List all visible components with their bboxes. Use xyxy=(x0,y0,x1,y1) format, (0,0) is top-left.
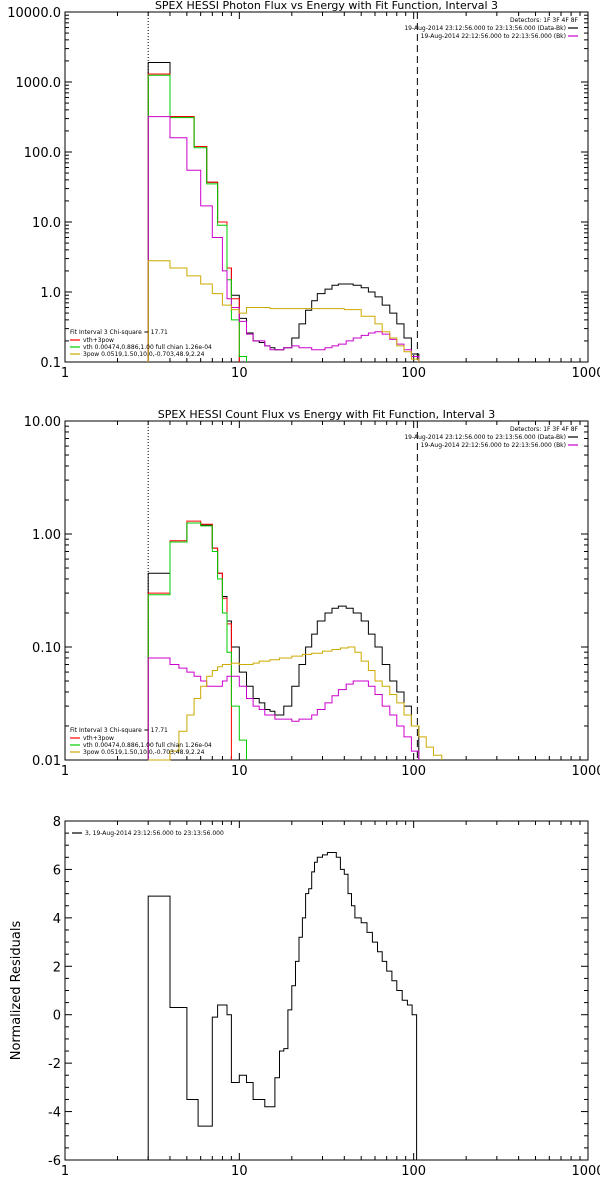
series-line-1 xyxy=(147,520,232,760)
series-line-3 xyxy=(147,116,420,362)
x-tick-label: 10 xyxy=(231,366,248,381)
y-tick-label: 0.1 xyxy=(40,356,61,371)
series-line-4 xyxy=(147,260,420,362)
fit-legend-entry-label: vth+3pow xyxy=(83,337,114,344)
chart-title: SPEX HESSI Photon Flux vs Energy with Fi… xyxy=(155,0,498,12)
x-tick-label: 1 xyxy=(61,764,69,779)
series-line-0 xyxy=(147,62,420,362)
y-tick-label: -6 xyxy=(48,1154,61,1169)
y-tick-label: 1.0 xyxy=(40,286,61,301)
series-line-2 xyxy=(147,522,247,760)
legend-entry-label: 19-Aug-2014 22:12:56.000 to 22:13:56.000… xyxy=(421,33,566,40)
y-tick-label: -4 xyxy=(48,1106,61,1121)
y-axis-label: Normalized Residuals xyxy=(9,921,24,1061)
y-tick-label: 0.01 xyxy=(32,754,61,769)
y-tick-label: 0.10 xyxy=(32,641,61,656)
y-tick-label: 1000.0 xyxy=(16,76,62,91)
y-tick-label: 4 xyxy=(53,912,61,927)
axes-frame xyxy=(64,820,589,1161)
y-tick-label: 2 xyxy=(53,960,61,975)
count-flux-panel: SPEX HESSI Count Flux vs Energy with Fit… xyxy=(24,408,600,779)
x-tick-label: 100 xyxy=(401,366,426,381)
legend-entry-label: 19-Aug-2014 23:12:56.000 to 23:13:56.000… xyxy=(404,25,566,32)
y-tick-label: 10.0 xyxy=(32,216,61,231)
x-tick-label: 1 xyxy=(61,366,69,381)
photon-flux-panel: SPEX HESSI Photon Flux vs Energy with Fi… xyxy=(7,0,600,381)
fit-legend-entry-label: vth 0.00474,0.886,1.00 full chian 1.26e-… xyxy=(83,742,212,749)
axes-frame xyxy=(64,11,589,363)
fit-legend-header: Fit Interval 3 Chi-square = 17.71 xyxy=(70,329,168,336)
legend-entry-label: 19-Aug-2014 22:12:56.000 to 22:13:56.000… xyxy=(421,442,566,449)
x-tick-label: 100 xyxy=(401,764,426,779)
legend-entry-label: 19-Aug-2014 23:12:56.000 to 23:13:56.000… xyxy=(404,434,566,441)
residuals-panel: 1 10 100 1000 -6 -4 -2 0 2 4 6 8 Normalized Residual… xyxy=(9,815,600,1179)
series-line-1 xyxy=(147,73,240,362)
y-tick-label: 100.0 xyxy=(24,146,61,161)
legend-header: Detectors: 1F 3F 4F 8F xyxy=(510,17,579,24)
chart-title: SPEX HESSI Count Flux vs Energy with Fit… xyxy=(158,408,495,421)
x-tick-label: 1 xyxy=(61,1164,69,1179)
series-line-4 xyxy=(148,646,443,761)
x-tick-label: 100 xyxy=(401,1164,426,1179)
y-tick-label: 10000.0 xyxy=(7,6,61,21)
fit-legend-entry-label: vth 0.00474,0.886,1.00 full chian 1.26e-… xyxy=(83,344,212,351)
x-tick-label: 1000 xyxy=(571,1164,600,1179)
series-line-3 xyxy=(147,657,420,760)
fit-legend-entry-label: 3pow 0.0519,1.50,10.0,-0.703,48.9,2.24 xyxy=(83,749,205,756)
legend-entry-label: 3, 19-Aug-2014 23:12:56.000 to 23:13:56.… xyxy=(85,830,224,837)
axes-frame xyxy=(64,420,589,761)
fit-legend-entry-label: vth+3pow xyxy=(83,735,114,742)
legend-header: Detectors: 1F 3F 4F 8F xyxy=(510,426,579,433)
fit-legend-header: Fit Interval 3 Chi-square = 17.71 xyxy=(70,727,168,734)
x-tick-label: 1000 xyxy=(571,366,600,381)
y-tick-label: 8 xyxy=(53,815,61,830)
x-tick-label: 10 xyxy=(231,764,248,779)
y-tick-label: 0 xyxy=(53,1009,61,1024)
y-tick-label: -2 xyxy=(48,1057,61,1072)
y-tick-label: 1.00 xyxy=(32,528,61,543)
series-line-0 xyxy=(147,852,418,1160)
x-tick-label: 10 xyxy=(231,1164,248,1179)
series-line-2 xyxy=(147,74,247,362)
y-tick-label: 6 xyxy=(53,863,61,878)
fit-legend-entry-label: 3pow 0.0519,1.50,10.0,-0.703,48.9,2.24 xyxy=(83,351,205,358)
y-tick-label: 10.00 xyxy=(24,415,61,430)
series-line-0 xyxy=(147,522,420,760)
x-tick-label: 1000 xyxy=(571,764,600,779)
